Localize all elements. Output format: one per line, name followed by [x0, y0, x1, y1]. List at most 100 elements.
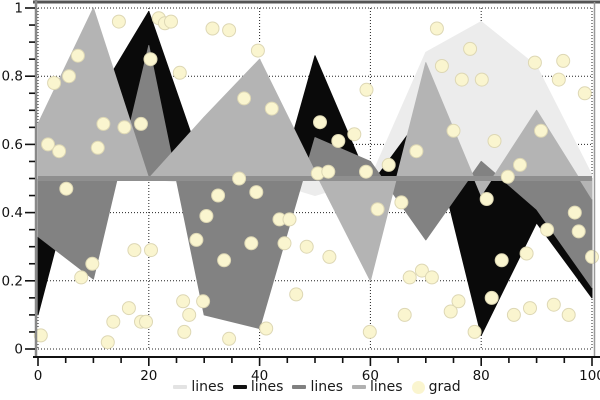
line-swatch-icon	[292, 385, 307, 389]
legend-label: lines	[191, 379, 224, 395]
scatter-point	[127, 243, 142, 258]
scatter-point	[429, 21, 444, 36]
scatter-point	[474, 72, 489, 87]
scatter-point	[172, 65, 187, 80]
scatter-point	[556, 53, 571, 68]
scatter-point	[33, 328, 48, 343]
scatter-point	[359, 164, 373, 179]
scatter-point	[299, 239, 314, 254]
scatter-point	[519, 246, 534, 261]
scatter-point	[585, 249, 599, 264]
x-tick-label: 60	[362, 368, 379, 384]
scatter-point	[143, 52, 158, 67]
scatter-point	[222, 23, 237, 38]
scatter-point	[381, 157, 396, 172]
scatter-point	[506, 307, 521, 322]
scatter-point	[331, 134, 346, 148]
area-series-4	[37, 7, 593, 282]
scatter-point	[182, 307, 197, 322]
x-tick-label: 20	[140, 368, 157, 384]
scatter-point	[513, 157, 527, 172]
scatter-point	[62, 69, 76, 84]
x-tick-label: 0	[34, 368, 43, 384]
scatter-point	[571, 224, 586, 239]
scatter-point	[500, 169, 515, 184]
scatter-point	[177, 324, 192, 339]
scatter-point	[322, 249, 337, 264]
scatter-point	[249, 185, 264, 200]
scatter-point	[244, 236, 259, 251]
scatter-point	[434, 59, 449, 73]
x-tick-label: 100	[579, 368, 600, 384]
scatter-point	[467, 324, 482, 339]
y-tick-label: 0.8	[2, 69, 23, 85]
scatter-point	[551, 72, 566, 87]
scatter-point	[540, 222, 555, 237]
scatter-point	[397, 307, 412, 322]
y-tick-label: 0.4	[2, 205, 23, 221]
scatter-point	[534, 123, 548, 138]
scatter-point	[85, 256, 100, 271]
legend-item-lines-1: lines	[173, 380, 224, 394]
legend-item-lines-2: lines	[232, 380, 283, 394]
y-tick-label: 0	[14, 342, 23, 358]
scatter-point	[222, 331, 237, 346]
scatter-point	[362, 324, 377, 339]
scatter-point	[414, 263, 429, 278]
scatter-point	[527, 55, 542, 70]
scatter-point	[259, 321, 274, 336]
scatter-point	[70, 48, 85, 63]
y-tick-label: 0.2	[2, 273, 23, 289]
scatter-point	[237, 91, 252, 106]
scatter-point	[250, 43, 265, 58]
scatter-point	[577, 86, 592, 101]
scatter-point	[106, 314, 121, 329]
scatter-point	[463, 41, 478, 56]
y-tick-label: 1	[14, 1, 23, 17]
legend-label: lines	[370, 379, 403, 395]
scatter-point	[567, 205, 582, 220]
scatter-point	[74, 270, 89, 285]
scatter-point	[546, 297, 561, 312]
scatter-point	[451, 294, 466, 309]
line-swatch-icon	[352, 385, 366, 389]
x-tick-label: 80	[473, 368, 490, 384]
scatter-point	[394, 195, 409, 210]
scatter-point	[402, 270, 417, 285]
scatter-point	[282, 212, 297, 227]
scatter-point	[409, 144, 424, 159]
scatter-point	[523, 301, 537, 316]
scatter-point	[313, 115, 327, 130]
legend-item-lines-3: lines	[292, 380, 343, 394]
scatter-point	[487, 134, 502, 148]
scatter-point	[217, 253, 232, 268]
scatter-point	[96, 116, 111, 131]
scatter-point	[189, 232, 204, 247]
x-tick-label: 40	[251, 368, 268, 384]
scatter-point	[196, 294, 211, 309]
scatter-point	[424, 270, 439, 285]
scatter-point	[289, 287, 304, 302]
legend-label: lines	[310, 379, 343, 395]
scatter-dot-icon	[411, 380, 425, 394]
chart-legend: lines lines lines lines grad	[0, 376, 600, 398]
scatter-point	[446, 123, 461, 138]
scatter-point	[484, 290, 499, 305]
line-swatch-icon	[173, 385, 188, 389]
scatter-point	[111, 14, 126, 29]
scatter-point	[144, 243, 158, 258]
scatter-point	[41, 137, 55, 152]
scatter-point	[100, 335, 115, 350]
scatter-point	[139, 314, 153, 329]
scatter-point	[121, 301, 136, 316]
scatter-point	[59, 181, 74, 196]
scatter-point	[494, 253, 509, 268]
legend-item-grad: grad	[411, 380, 461, 394]
scatter-point	[359, 82, 374, 97]
scatter-point	[199, 209, 214, 223]
scatter-point	[321, 164, 336, 179]
scatter-point	[347, 127, 362, 142]
scatter-point	[164, 14, 178, 29]
